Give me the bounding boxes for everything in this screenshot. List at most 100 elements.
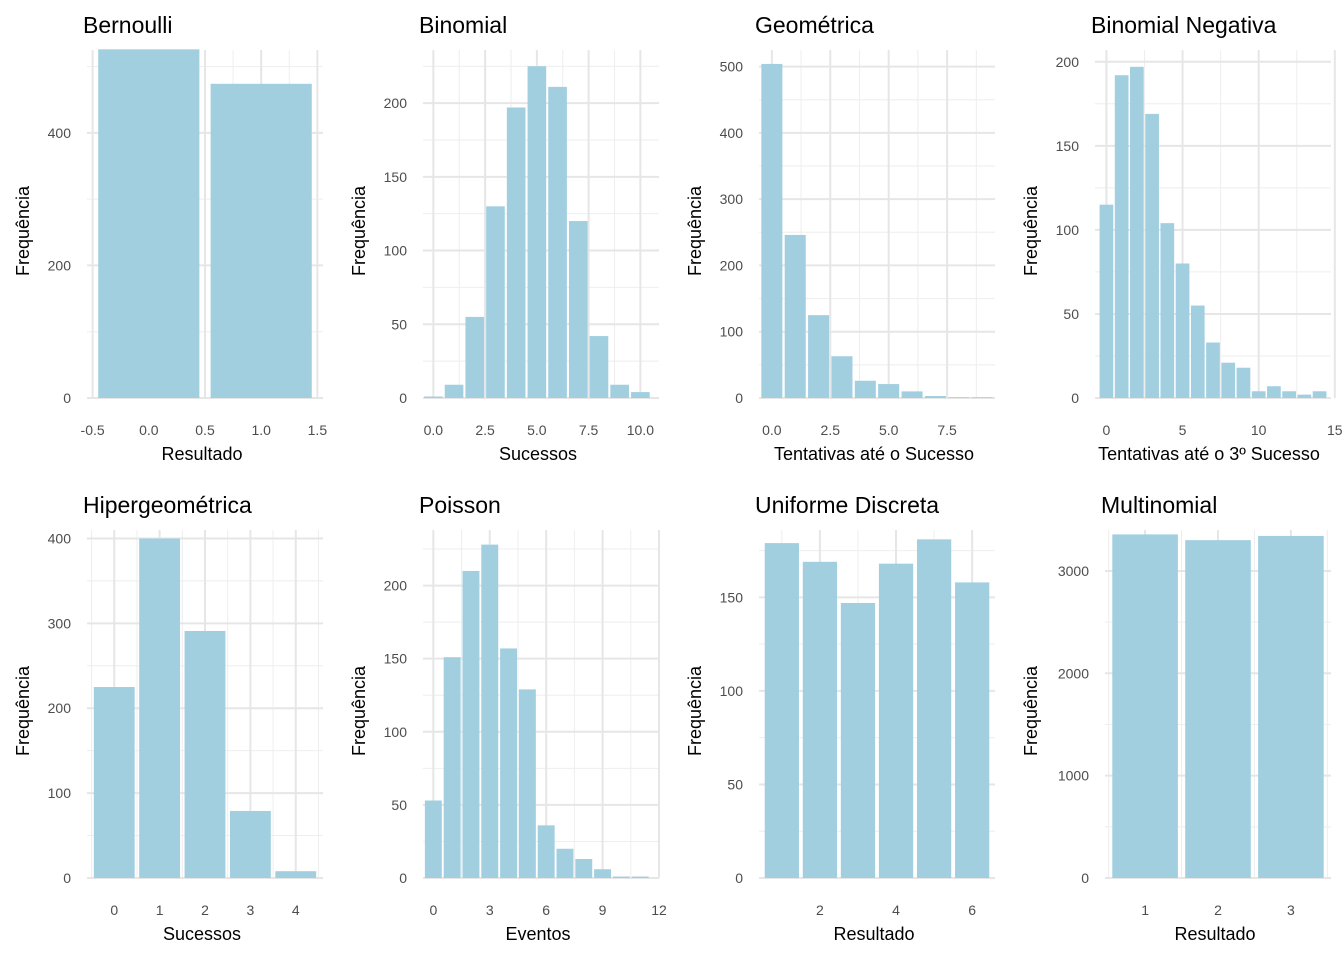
y-axis-title: Frequência — [349, 185, 369, 276]
bar-uniforme-discreta-3 — [840, 602, 876, 878]
x-tick-label: 2.5 — [475, 422, 495, 438]
panel-title: Uniforme Discreta — [755, 492, 939, 518]
x-tick-label: 0.0 — [139, 422, 159, 438]
x-tick-label: 2.5 — [821, 422, 841, 438]
panel-binomial-negativa: Binomial Negativa Tentativas até o 3º Su… — [1021, 12, 1343, 464]
bar-geometrica-8 — [948, 397, 970, 398]
x-tick-label: 1.0 — [251, 422, 271, 438]
x-tick-label: 7.5 — [579, 422, 599, 438]
bar-geometrica-7 — [924, 396, 946, 398]
x-tick-label: 10 — [1251, 422, 1267, 438]
x-axis-title: Tentativas até o 3º Sucesso — [1098, 444, 1320, 464]
bar-binomial-negativa-8 — [1221, 362, 1236, 398]
y-axis-title: Frequência — [685, 665, 705, 756]
y-tick-label: 200 — [720, 257, 744, 273]
bars — [93, 538, 317, 878]
panel-title: Multinomial — [1101, 492, 1217, 518]
bar-binomial-negativa-1 — [1114, 75, 1129, 398]
y-tick-label: 300 — [720, 191, 744, 207]
x-tick-label: 7.5 — [937, 422, 957, 438]
bar-geometrica-2 — [808, 315, 830, 398]
x-tick-label: 5.0 — [527, 422, 547, 438]
y-axis-title: Frequência — [13, 665, 33, 756]
y-tick-label: 200 — [384, 578, 408, 594]
y-tick-label: 0 — [735, 390, 743, 406]
x-tick-label: 15 — [1327, 422, 1343, 438]
bar-binomial-negativa-12 — [1282, 391, 1296, 398]
bar-geometrica-0 — [761, 63, 783, 399]
bar-binomial-negativa-2 — [1130, 66, 1144, 399]
y-tick-label: 300 — [48, 615, 72, 631]
bar-poisson-6 — [537, 825, 555, 878]
panel-hipergeometrica: Hipergeométrica Sucessos Frequência 0 100… — [13, 492, 323, 944]
bar-binomial-0 — [424, 396, 443, 398]
y-axis-title: Frequência — [349, 665, 369, 756]
panel-title: Hipergeométrica — [83, 492, 252, 518]
bar-geometrica-5 — [878, 384, 900, 398]
bar-multinomial-3 — [1258, 535, 1324, 878]
y-tick-label: 100 — [720, 324, 744, 340]
x-axis-title: Eventos — [505, 924, 570, 944]
y-tick-label: 1000 — [1058, 768, 1089, 784]
bar-poisson-7 — [556, 848, 574, 878]
bars — [98, 49, 312, 398]
bar-binomial-negativa-5 — [1175, 263, 1190, 398]
bar-binomial-9 — [610, 384, 629, 398]
x-axis-title: Resultado — [161, 444, 242, 464]
bar-multinomial-1 — [1112, 534, 1178, 878]
x-tick-label: 0.0 — [762, 422, 782, 438]
y-tick-label: 150 — [1056, 138, 1080, 154]
x-axis-title: Sucessos — [499, 444, 577, 464]
bar-binomial-negativa-6 — [1190, 305, 1205, 398]
y-tick-label: 50 — [727, 776, 743, 792]
bar-uniforme-discreta-6 — [955, 582, 990, 878]
panel-title: Binomial Negativa — [1091, 12, 1277, 38]
x-tick-label: 3 — [486, 902, 494, 918]
x-tick-label: 2 — [1214, 902, 1222, 918]
y-tick-label: 200 — [48, 700, 72, 716]
bar-binomial-negativa-0 — [1099, 204, 1114, 398]
bar-binomial-4 — [506, 107, 526, 398]
bars — [1099, 66, 1327, 399]
x-tick-label: 2 — [201, 902, 209, 918]
bars — [764, 539, 990, 878]
bar-bernoulli-0 — [98, 49, 200, 398]
bar-binomial-negativa-7 — [1206, 342, 1220, 398]
y-tick-label: 0 — [735, 870, 743, 886]
y-tick-label: 400 — [48, 125, 72, 141]
y-axis-title: Frequência — [685, 185, 705, 276]
panel-title: Poisson — [419, 492, 501, 518]
bar-hipergeometrica-1 — [139, 538, 181, 878]
bar-binomial-6 — [548, 86, 567, 398]
bar-hipergeometrica-3 — [229, 810, 271, 878]
x-tick-label: 1.5 — [308, 422, 328, 438]
panel-title: Bernoulli — [83, 12, 173, 38]
y-tick-label: 400 — [48, 530, 72, 546]
bar-hipergeometrica-0 — [93, 687, 135, 878]
x-tick-label: 3 — [246, 902, 254, 918]
y-tick-label: 150 — [384, 651, 408, 667]
x-tick-label: 0 — [1103, 422, 1111, 438]
bars — [424, 544, 649, 878]
x-tick-label: 10.0 — [627, 422, 654, 438]
y-tick-label: 100 — [1056, 222, 1080, 238]
x-tick-label: 5.0 — [879, 422, 899, 438]
y-tick-label: 3000 — [1058, 563, 1089, 579]
y-tick-label: 200 — [384, 95, 408, 111]
bar-geometrica-9 — [971, 397, 993, 398]
y-tick-label: 500 — [720, 59, 744, 75]
bar-poisson-11 — [631, 876, 649, 878]
x-tick-label: 0 — [110, 902, 118, 918]
bar-binomial-negativa-14 — [1312, 391, 1327, 398]
bar-binomial-negativa-13 — [1297, 394, 1312, 398]
y-tick-label: 50 — [391, 797, 407, 813]
y-tick-label: 150 — [720, 589, 744, 605]
bar-binomial-negativa-4 — [1160, 223, 1175, 398]
bar-binomial-2 — [465, 316, 485, 398]
y-tick-label: 2000 — [1058, 665, 1089, 681]
y-tick-label: 0 — [1071, 390, 1079, 406]
bar-geometrica-4 — [854, 380, 876, 398]
y-tick-label: 400 — [720, 125, 744, 141]
y-axis-title: Frequência — [1021, 665, 1041, 756]
bar-binomial-negativa-9 — [1236, 367, 1251, 398]
